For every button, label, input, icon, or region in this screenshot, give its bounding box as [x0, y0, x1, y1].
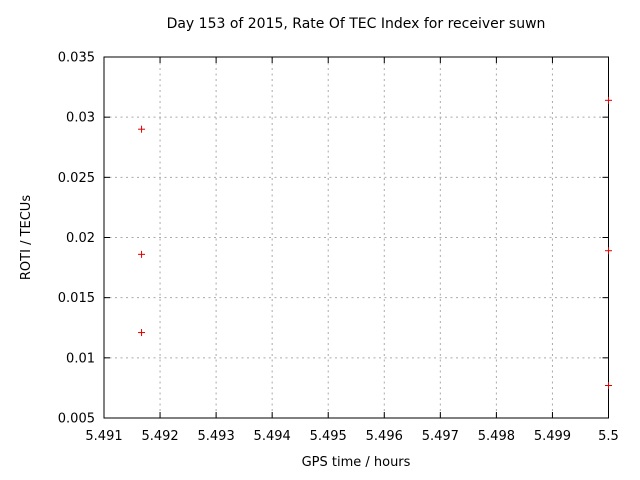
y-tick-label: 0.02 — [66, 231, 95, 246]
y-tick-label: 0.01 — [66, 351, 95, 366]
data-point-marker — [605, 382, 612, 390]
x-tick-label: 5.499 — [534, 429, 571, 444]
x-tick-label: 5.495 — [310, 429, 347, 444]
y-tick-label: 0.035 — [58, 51, 95, 66]
x-tick-label: 5.496 — [366, 429, 403, 444]
x-tick-label: 5.492 — [141, 429, 178, 444]
y-axis-label: ROTI / TECUs — [19, 195, 34, 280]
data-point-marker — [605, 96, 612, 104]
data-point-marker — [138, 329, 146, 337]
x-tick-label: 5.498 — [478, 429, 515, 444]
x-tick-label: 5.494 — [254, 429, 291, 444]
x-tick-label: 5.491 — [85, 429, 122, 444]
plot-border — [103, 56, 609, 419]
grid-layer — [104, 57, 609, 418]
x-tick-label: 5.497 — [422, 429, 459, 444]
x-tick-labels: 5.491 5.492 5.493 5.494 5.495 5.496 5.497 5.498… — [85, 429, 618, 444]
data-point-marker — [605, 247, 612, 255]
data-point-marker — [138, 250, 146, 258]
data-point-marker — [138, 125, 146, 133]
chart-title: Day 153 of 2015, Rate Of TEC Index for r… — [167, 16, 546, 32]
x-tick-label: 5.5 — [598, 429, 619, 444]
y-tick-label: 0.005 — [58, 412, 95, 427]
x-axis-label: GPS time / hours — [302, 455, 411, 470]
y-tick-label: 0.025 — [58, 171, 95, 186]
y-tick-labels: 0.005 0.01 0.015 0.02 0.025 0.03 0.035 — [58, 51, 95, 427]
data-points-layer — [138, 96, 612, 390]
y-tick-label: 0.03 — [66, 111, 95, 126]
tick-marks-layer — [103, 56, 609, 419]
plot-border-layer — [103, 56, 609, 419]
y-tick-label: 0.015 — [58, 291, 95, 306]
x-tick-label: 5.493 — [198, 429, 235, 444]
